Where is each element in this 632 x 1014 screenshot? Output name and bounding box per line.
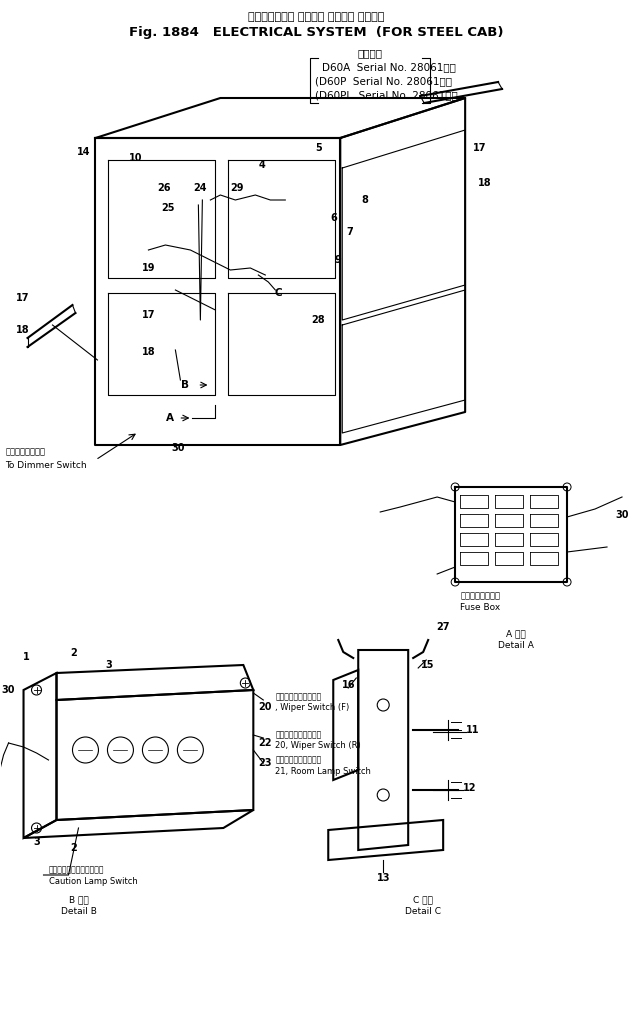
Text: 1: 1	[23, 652, 30, 662]
Text: Detail A: Detail A	[498, 642, 534, 651]
Text: 20: 20	[258, 702, 272, 712]
Text: 22: 22	[258, 738, 272, 748]
Text: 24: 24	[193, 183, 207, 193]
Text: 17: 17	[473, 143, 487, 153]
Text: ルームランプスイッチ: ルームランプスイッチ	[276, 755, 322, 765]
Text: 10: 10	[129, 153, 142, 163]
Text: Detail C: Detail C	[405, 908, 441, 917]
Text: 19: 19	[142, 263, 155, 273]
Text: 30: 30	[616, 510, 629, 520]
Text: 21, Room Lamp Switch: 21, Room Lamp Switch	[276, 767, 371, 776]
Text: エレクトリカル システム スチール キャブ用: エレクトリカル システム スチール キャブ用	[248, 12, 384, 22]
Text: 27: 27	[437, 622, 450, 632]
Text: To Dimmer Switch: To Dimmer Switch	[6, 460, 87, 469]
Text: 23: 23	[258, 758, 272, 768]
Text: (D60PL  Serial No. 28061～）: (D60PL Serial No. 28061～）	[315, 90, 458, 100]
Text: 30: 30	[172, 443, 185, 453]
Text: , Wiper Switch (F): , Wiper Switch (F)	[276, 704, 349, 713]
Text: Fig. 1884   ELECTRICAL SYSTEM  (FOR STEEL CAB): Fig. 1884 ELECTRICAL SYSTEM (FOR STEEL C…	[129, 26, 504, 39]
Text: 4: 4	[259, 160, 265, 170]
Text: 11: 11	[466, 725, 480, 735]
Text: 適用号機: 適用号機	[358, 48, 383, 58]
Text: 18: 18	[478, 178, 492, 188]
Text: 20, Wiper Switch (R): 20, Wiper Switch (R)	[276, 741, 361, 750]
Text: 26: 26	[157, 183, 171, 193]
Text: 2: 2	[70, 648, 77, 658]
Text: 29: 29	[231, 183, 244, 193]
Text: 7: 7	[347, 227, 354, 237]
Text: 28: 28	[312, 315, 325, 325]
Text: (D60P  Serial No. 28061～）: (D60P Serial No. 28061～）	[315, 76, 453, 86]
Text: Fuse Box: Fuse Box	[460, 603, 501, 612]
Text: 30: 30	[2, 685, 15, 695]
Text: Caution Lamp Switch: Caution Lamp Switch	[49, 877, 137, 886]
Text: 9: 9	[335, 255, 342, 265]
Text: 3: 3	[105, 660, 112, 670]
Text: D60A  Serial No. 28061～）: D60A Serial No. 28061～）	[322, 62, 456, 72]
Text: 8: 8	[362, 195, 368, 205]
Text: A 詳細: A 詳細	[506, 630, 526, 639]
Text: 6: 6	[330, 213, 337, 223]
Text: ヒュースボックス: ヒュースボックス	[460, 591, 500, 600]
Text: 12: 12	[463, 783, 477, 793]
Text: C: C	[274, 288, 282, 298]
Text: 25: 25	[162, 203, 175, 213]
Text: ワイパスイッチ（前）: ワイパスイッチ（前）	[276, 693, 322, 702]
Text: Detail B: Detail B	[61, 908, 97, 917]
Text: 2: 2	[70, 843, 77, 853]
Text: ワイパスイッチ（後）: ワイパスイッチ（後）	[276, 730, 322, 739]
Text: ディマスイッチへ: ディマスイッチへ	[6, 447, 46, 456]
Text: 14: 14	[76, 147, 90, 157]
Text: 17: 17	[16, 293, 29, 303]
Text: 15: 15	[422, 660, 435, 670]
Text: 16: 16	[341, 680, 355, 690]
Text: 18: 18	[16, 325, 29, 335]
Text: 5: 5	[315, 143, 322, 153]
Text: B 詳細: B 詳細	[69, 895, 88, 904]
Text: 13: 13	[377, 873, 390, 883]
Text: B: B	[181, 380, 190, 390]
Text: コーションランプスイッチ: コーションランプスイッチ	[49, 866, 104, 874]
Text: 17: 17	[142, 310, 155, 320]
Text: A: A	[166, 413, 174, 423]
Text: 3: 3	[33, 837, 40, 847]
Text: C 詳細: C 詳細	[413, 895, 433, 904]
Text: 18: 18	[142, 347, 155, 357]
